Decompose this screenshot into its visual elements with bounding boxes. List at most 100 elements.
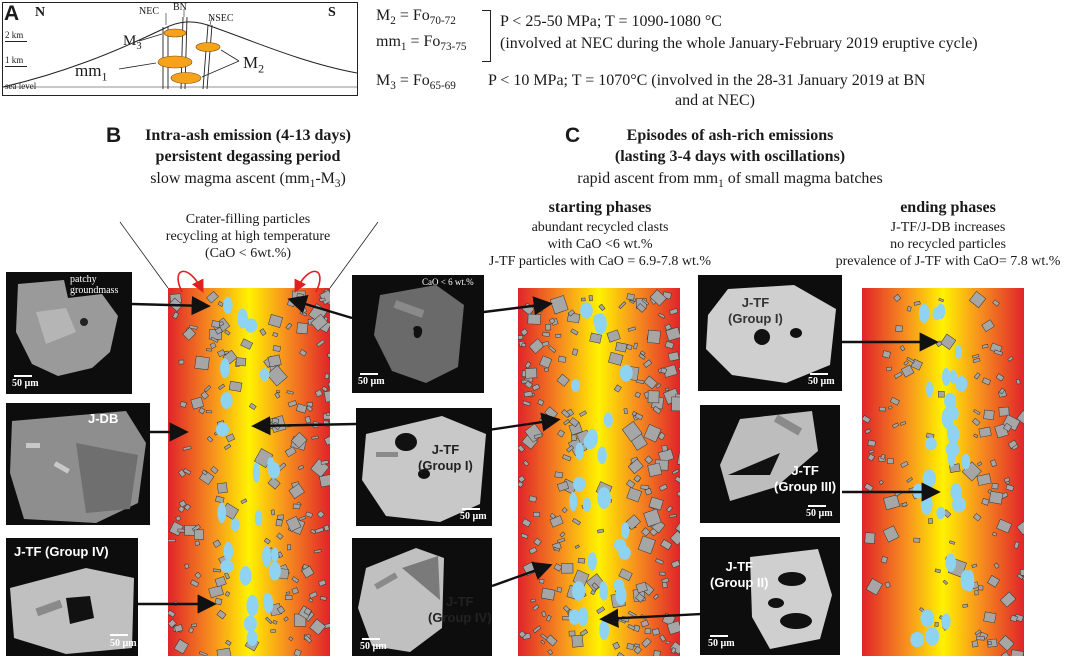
panel-a-letter: A xyxy=(4,2,20,25)
crystal xyxy=(913,537,921,543)
crystal xyxy=(615,342,628,353)
crystal xyxy=(972,513,982,522)
crystal xyxy=(878,479,884,485)
crystal xyxy=(173,624,184,633)
vesicle xyxy=(599,581,608,599)
crystal xyxy=(653,593,659,600)
crystal xyxy=(981,319,995,333)
crystal xyxy=(276,532,284,540)
crystal xyxy=(572,517,581,526)
sem-inset-j-tf-group-ii: J-TF (Group II) 50 µm xyxy=(700,537,840,655)
crystal xyxy=(167,539,176,543)
crystal xyxy=(974,629,982,636)
crystal xyxy=(666,505,673,513)
sem-inset-j-tf-group-i-start: J-TF (Group I) 50 µm xyxy=(356,408,492,526)
ending-line1: J-TF/J-DB increases xyxy=(890,220,1006,235)
crystal xyxy=(520,328,529,337)
crystal xyxy=(655,383,662,389)
crystal xyxy=(544,367,549,372)
crystal xyxy=(521,518,532,528)
crystal xyxy=(976,635,985,641)
crystal xyxy=(879,406,886,412)
crystal xyxy=(640,484,650,490)
crystal xyxy=(986,638,998,648)
crystal xyxy=(889,396,900,406)
j-tf-group-iv-c-label: J-TF (Group IV) xyxy=(428,594,492,625)
crystal xyxy=(522,400,531,407)
crystal xyxy=(665,640,671,645)
vesicle xyxy=(941,407,954,429)
crater-note-2: recycling at high temperature xyxy=(165,229,331,244)
crystal xyxy=(976,461,983,467)
crystal xyxy=(864,532,876,544)
volcano-cross-section: N S NEC BN NSEC 2 km 1 km sea level M3 m… xyxy=(2,2,358,96)
crystal xyxy=(270,509,276,516)
crystal xyxy=(309,618,326,636)
crystal xyxy=(621,420,643,442)
vesicle xyxy=(223,296,233,314)
crystal xyxy=(545,614,552,622)
crater-wall-left xyxy=(119,221,169,289)
crystal xyxy=(893,371,903,379)
scale-bar xyxy=(110,634,128,636)
starting-line2: with CaO <6 wt.% xyxy=(547,237,653,252)
crystal xyxy=(1007,355,1014,362)
crystal xyxy=(973,372,981,380)
crystal xyxy=(314,549,322,554)
crystal xyxy=(517,475,526,483)
crystal xyxy=(864,428,872,434)
crystal xyxy=(548,317,556,325)
vesicle xyxy=(267,457,275,471)
crystal xyxy=(259,328,267,336)
vesicle xyxy=(965,570,975,592)
crystal xyxy=(913,300,921,306)
crystal xyxy=(577,557,586,564)
sem-inset-patchy-groundmass: patchy groundmass 50 µm xyxy=(6,272,132,394)
crystal xyxy=(303,634,313,644)
crystal xyxy=(613,384,622,393)
north-label: N xyxy=(35,5,46,20)
crystal xyxy=(867,453,875,462)
vesicle xyxy=(575,442,584,461)
crystal xyxy=(214,576,227,588)
panel-c-title1: Episodes of ash-rich emissions xyxy=(626,127,834,144)
conditions-m3-cont: and at NEC) xyxy=(675,92,755,109)
crystal xyxy=(658,313,666,319)
crystal xyxy=(517,444,525,453)
crystal xyxy=(276,605,286,615)
crystal xyxy=(661,445,668,452)
crystal xyxy=(201,469,208,476)
crystal xyxy=(616,652,625,657)
scale-tick-2km xyxy=(5,41,27,42)
crystal xyxy=(549,512,556,520)
crystal xyxy=(194,571,202,579)
crystal xyxy=(633,645,642,655)
m2-composition: M2 = Fo70-72 xyxy=(376,7,456,28)
crystal xyxy=(942,579,949,586)
crystal xyxy=(983,409,995,421)
crystal xyxy=(641,298,650,306)
vesicle xyxy=(573,476,586,492)
crystal xyxy=(566,445,575,453)
crystal xyxy=(183,468,192,475)
crystal xyxy=(626,293,635,301)
vent-nec-label: NEC xyxy=(139,6,159,17)
crystal xyxy=(867,439,876,447)
vesicle xyxy=(597,446,607,465)
crystal xyxy=(291,587,299,595)
m2-label: M2 xyxy=(243,53,265,76)
crystal xyxy=(632,342,639,350)
crystal xyxy=(647,329,661,344)
crystal xyxy=(868,449,875,454)
volcano-profile-svg xyxy=(2,9,358,90)
crystal xyxy=(324,373,330,379)
vesicle xyxy=(246,630,258,646)
crystal xyxy=(272,345,282,352)
crystal xyxy=(276,390,281,394)
crystal xyxy=(865,578,883,596)
crystal xyxy=(212,568,221,573)
m3-label: M3 xyxy=(123,33,142,52)
vesicle xyxy=(961,453,971,470)
crystal xyxy=(206,348,213,352)
crystal xyxy=(178,469,186,478)
